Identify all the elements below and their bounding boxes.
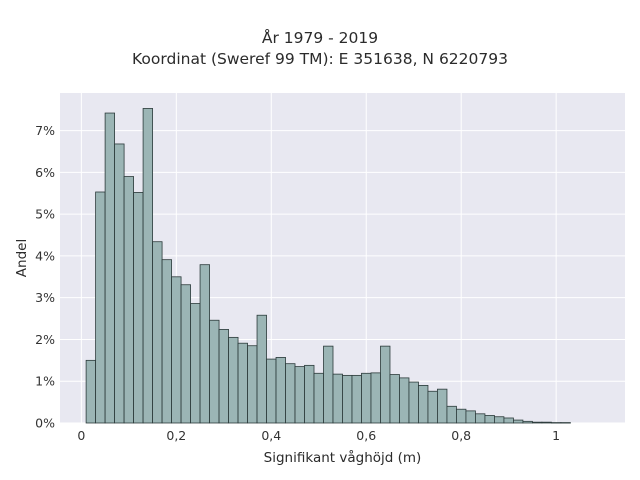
chart-title-line1: År 1979 - 2019 [261,29,379,47]
histogram-bar [313,372,324,424]
histogram-bar [541,421,552,424]
histogram-bar [95,191,106,424]
histogram-bar [456,408,467,424]
histogram-bar [513,419,524,424]
histogram-bar [123,176,134,424]
histogram-bar [389,374,400,424]
x-tick-label: 0 [77,428,85,443]
x-tick-label: 0,2 [166,428,186,443]
histogram-bar [180,284,191,424]
histogram-bar [171,276,182,424]
histogram-bar [294,366,305,424]
histogram-bar [285,363,296,424]
histogram-bar [332,373,343,424]
histogram-bar [152,241,163,424]
histogram-bar [399,377,410,424]
histogram-bar [351,374,362,424]
x-tick-label: 0,8 [451,428,471,443]
bars [85,108,571,424]
y-tick-label: 3% [35,290,55,305]
histogram-bar [237,342,248,424]
gridlines [60,93,625,424]
histogram-bar [275,357,286,424]
histogram-bar [161,259,172,424]
y-tick-label: 1% [35,374,55,389]
histogram-bar [380,345,391,424]
x-tick-label: 0,6 [356,428,376,443]
histogram-bar [199,264,210,424]
histogram-bar [114,143,125,424]
histogram-bar [418,385,429,424]
histogram-bar [85,359,97,424]
y-tick-label: 7% [35,123,55,138]
histogram-bar [532,421,543,424]
histogram-bar [494,416,505,424]
histogram-bar [503,417,514,424]
y-tick-label: 0% [35,416,55,431]
histogram-bar [427,390,438,424]
histogram-bar [256,314,267,424]
histogram-bar [104,112,116,424]
histogram-bar [437,388,448,424]
histogram-bar [465,410,476,424]
x-axis-label: Signifikant våghöjd (m) [264,449,422,466]
histogram-bar [446,405,457,424]
histogram-bar [475,413,486,424]
x-tick-label: 0,4 [261,428,281,443]
histogram-bar [560,422,571,424]
histogram-bar [342,374,353,424]
y-tick-label: 4% [35,248,55,263]
histogram-bar [408,381,419,424]
histogram-bar [266,358,277,424]
y-tick-label: 5% [35,207,55,222]
histogram-bar [522,420,533,424]
histogram-bar [228,336,239,424]
histogram-bar [323,345,334,424]
y-tick-label: 6% [35,165,55,180]
y-axis-label: Andel [14,239,30,277]
chart-title-line2: Koordinat (Sweref 99 TM): E 351638, N 62… [132,50,508,68]
histogram-bar [304,364,315,424]
histogram-bar [190,303,201,424]
histogram-bar [551,422,562,424]
histogram-bar [361,372,372,424]
y-tick-labels: 0% 1% 2% 3% 4% 5% 6% 7% [35,123,55,430]
histogram-bar [370,372,381,424]
histogram-bar [484,415,495,424]
histogram-bar [247,345,258,424]
histogram-bar [209,319,220,424]
histogram-bar [142,108,153,424]
histogram-bar [133,192,144,424]
x-tick-labels: 0 0,2 0,4 0,6 0,8 1 [77,428,560,443]
x-tick-label: 1 [552,428,560,443]
histogram-bar [218,329,229,424]
y-tick-label: 2% [35,332,55,347]
